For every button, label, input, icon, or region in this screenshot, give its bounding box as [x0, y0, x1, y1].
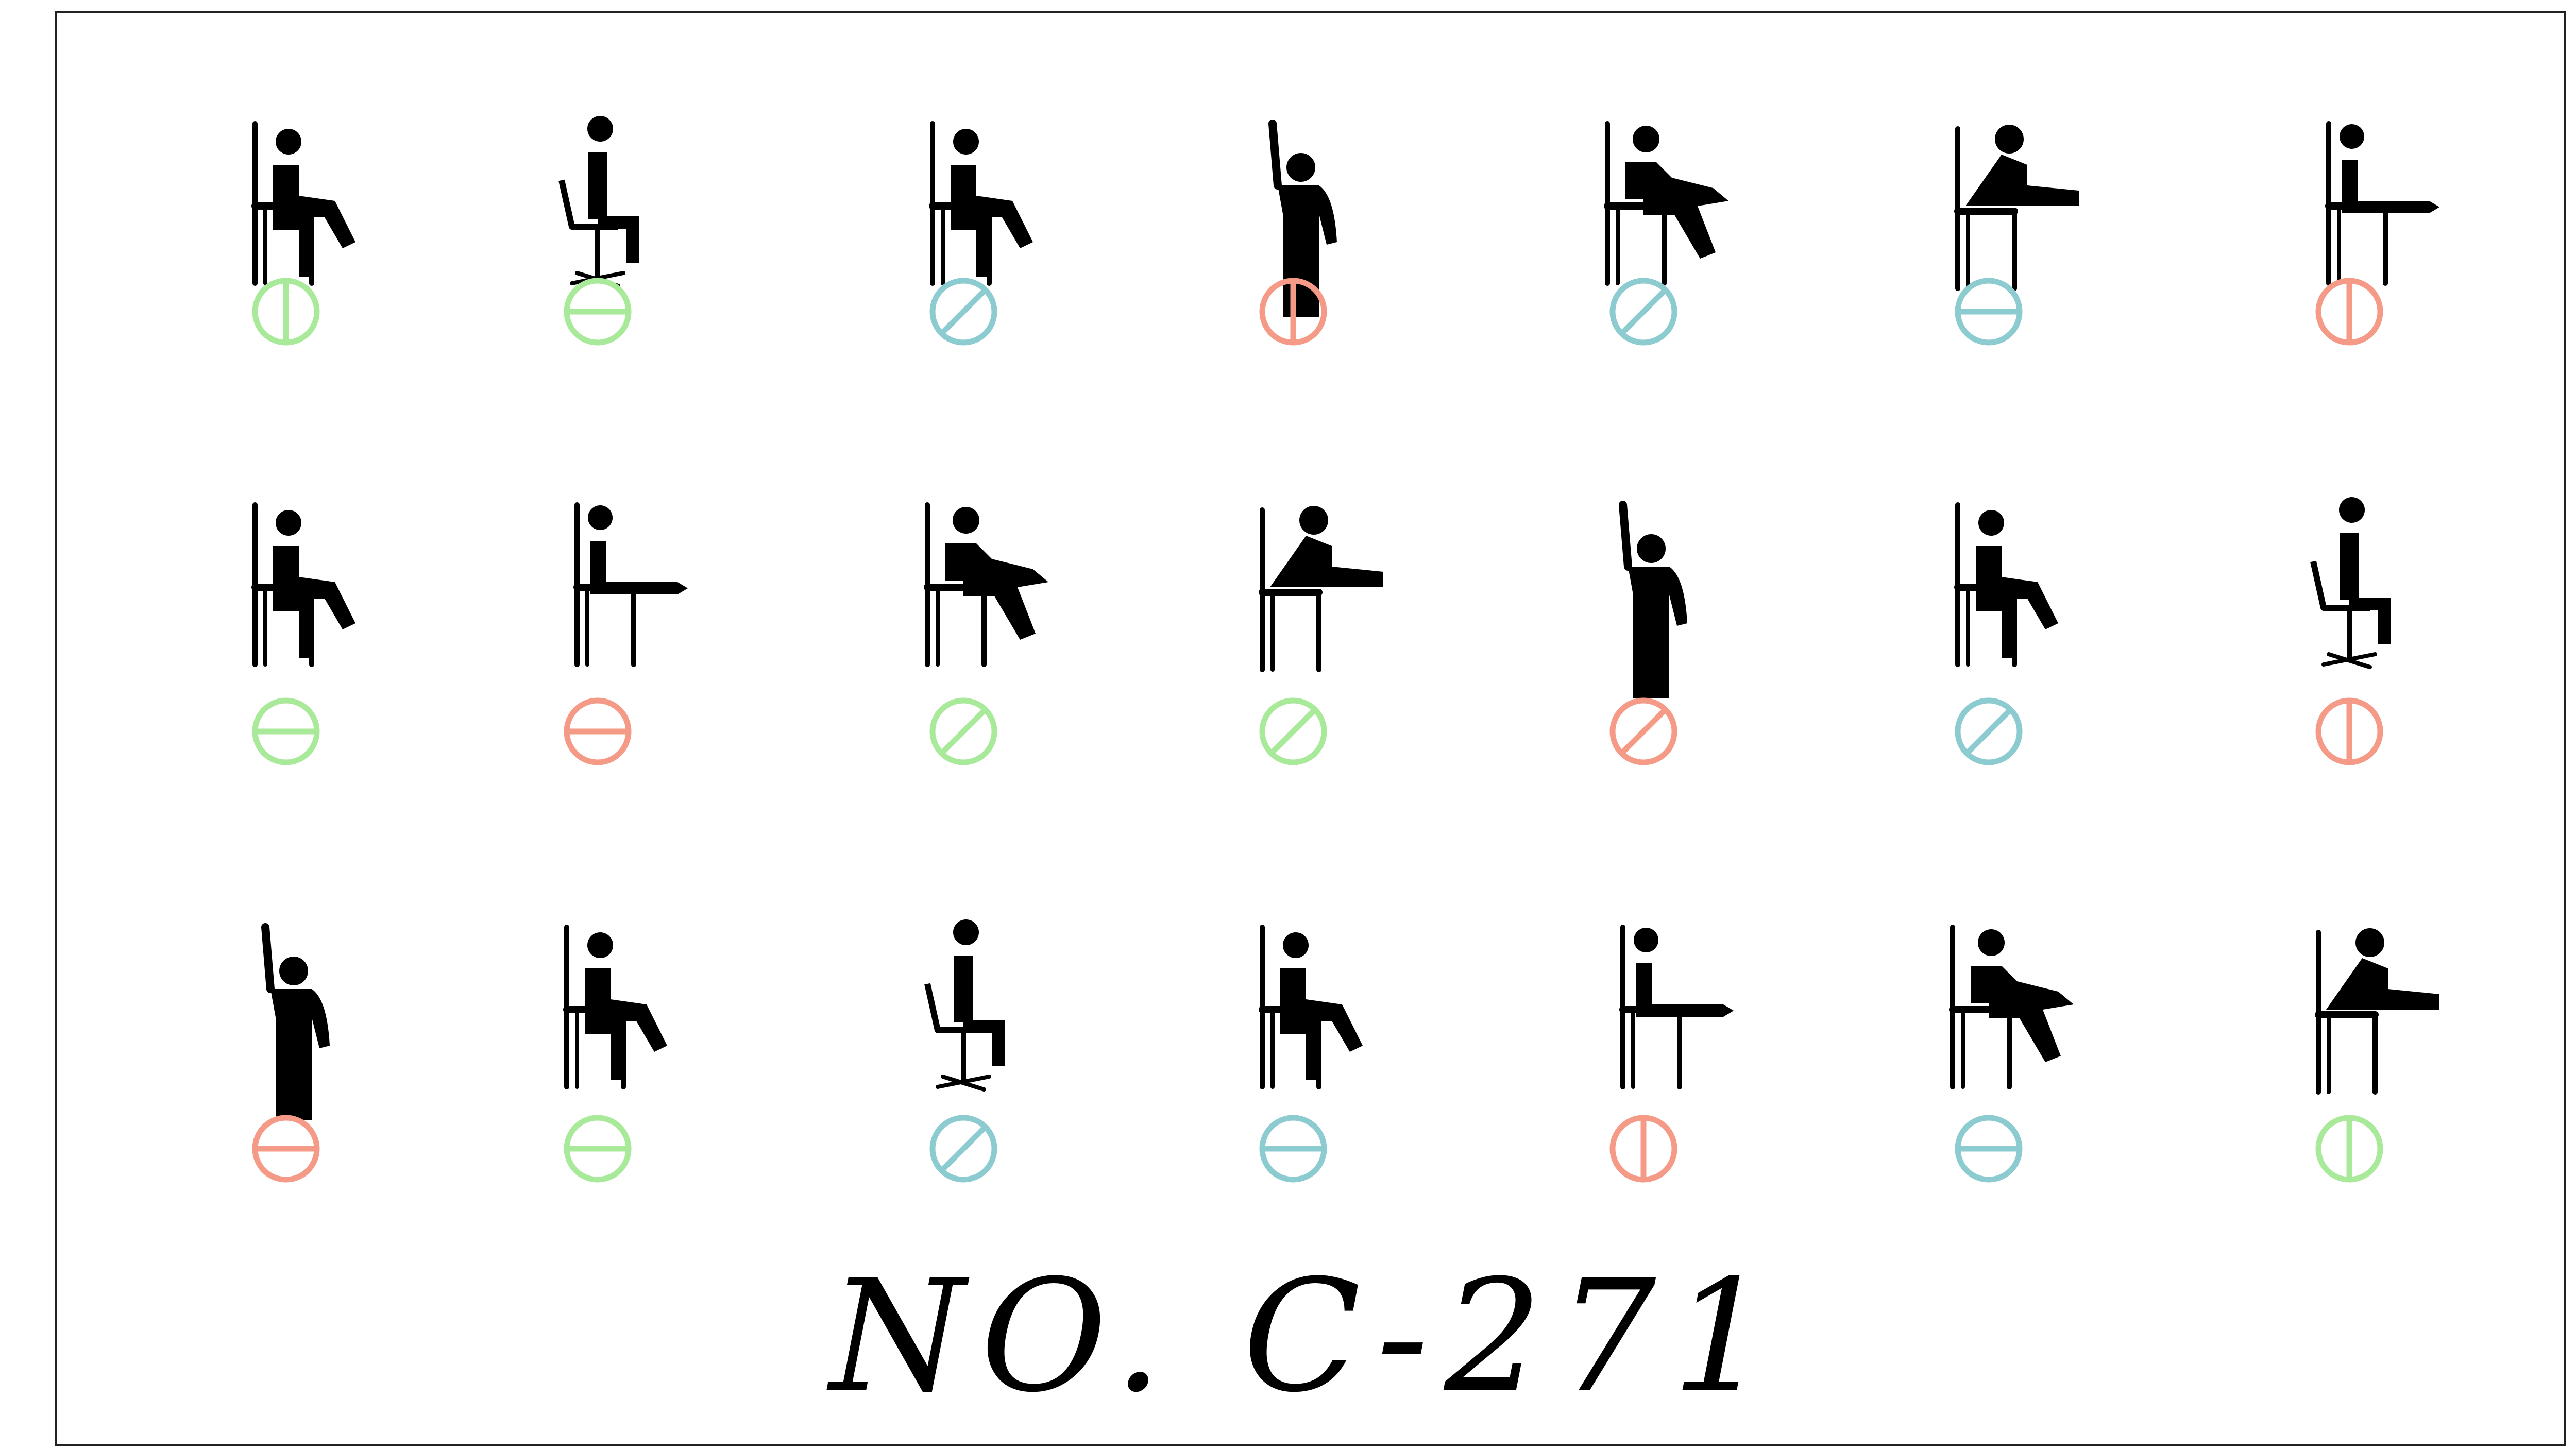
person-sitting-icon [251, 502, 355, 667]
person-sitting-icon [929, 121, 1033, 286]
person-raised-arm-icon [261, 923, 330, 1120]
card-number: NO. C-271 [829, 1247, 1786, 1426]
pose-cell [251, 121, 355, 346]
mark-diagonal-teal-icon [1955, 697, 2023, 765]
pose-cell [252, 923, 330, 1183]
pose-cell [563, 925, 667, 1183]
pose-cell [1604, 121, 1728, 346]
pose-cell [1259, 120, 1337, 346]
pose-cell [1259, 506, 1383, 765]
person-knee-raise-icon [1949, 925, 2074, 1089]
mark-horizontal-green-icon [564, 1115, 632, 1183]
mark-diagonal-teal-icon [929, 278, 997, 346]
mark-diagonal-green-icon [929, 697, 997, 765]
pose-cell [251, 502, 355, 765]
person-sitting-icon [1954, 502, 2058, 667]
person-knee-raise-icon [924, 502, 1048, 667]
mark-vertical-red-icon [1609, 1115, 1677, 1183]
person-office-chair-icon [2310, 497, 2391, 669]
person-raised-arm-icon [1619, 501, 1687, 698]
pose-cell [924, 502, 1048, 765]
pose-cell [1609, 501, 1687, 765]
pose-cell [924, 919, 1005, 1183]
mark-horizontal-green-icon [564, 278, 632, 346]
pose-cell [1259, 925, 1363, 1183]
person-office-chair-icon [558, 116, 639, 288]
person-sitting-icon [563, 925, 667, 1089]
person-sitting-icon [251, 121, 355, 286]
mark-horizontal-green-icon [252, 697, 320, 765]
mark-vertical-red-icon [1259, 278, 1327, 346]
mark-horizontal-teal-icon [1955, 1115, 2023, 1183]
pose-cell [1954, 502, 2058, 765]
person-raised-arm-icon [1268, 120, 1337, 317]
person-leg-extension-icon [2325, 121, 2439, 286]
person-toe-reach-icon [1954, 125, 2079, 291]
mark-horizontal-teal-icon [1955, 278, 2023, 346]
person-toe-reach-icon [2315, 928, 2439, 1095]
person-knee-raise-icon [1604, 121, 1728, 286]
person-leg-extension-icon [573, 502, 688, 667]
mark-vertical-red-icon [2315, 697, 2383, 765]
mark-vertical-red-icon [2315, 278, 2383, 346]
mark-diagonal-teal-icon [929, 1115, 997, 1183]
pose-cell [564, 502, 688, 765]
pose-cell [1949, 925, 2074, 1183]
mark-horizontal-red-icon [252, 1115, 320, 1183]
mark-horizontal-teal-icon [1259, 1115, 1327, 1183]
mark-horizontal-red-icon [564, 697, 632, 765]
pose-cell [2315, 121, 2439, 346]
pose-cell [2315, 928, 2439, 1183]
pose-cell [2310, 497, 2391, 765]
person-toe-reach-icon [1259, 506, 1383, 672]
mark-vertical-green-icon [2315, 1115, 2383, 1183]
mark-diagonal-teal-icon [1609, 278, 1677, 346]
mark-diagonal-red-icon [1609, 697, 1677, 765]
person-sitting-icon [1259, 925, 1363, 1089]
pose-cell [1954, 125, 2079, 346]
person-leg-extension-icon [1619, 925, 1734, 1089]
mark-vertical-green-icon [252, 278, 320, 346]
mark-diagonal-green-icon [1259, 697, 1327, 765]
person-office-chair-icon [924, 919, 1005, 1092]
pose-cell [558, 116, 639, 346]
pose-cell [929, 121, 1033, 346]
pose-cell [1609, 925, 1734, 1183]
